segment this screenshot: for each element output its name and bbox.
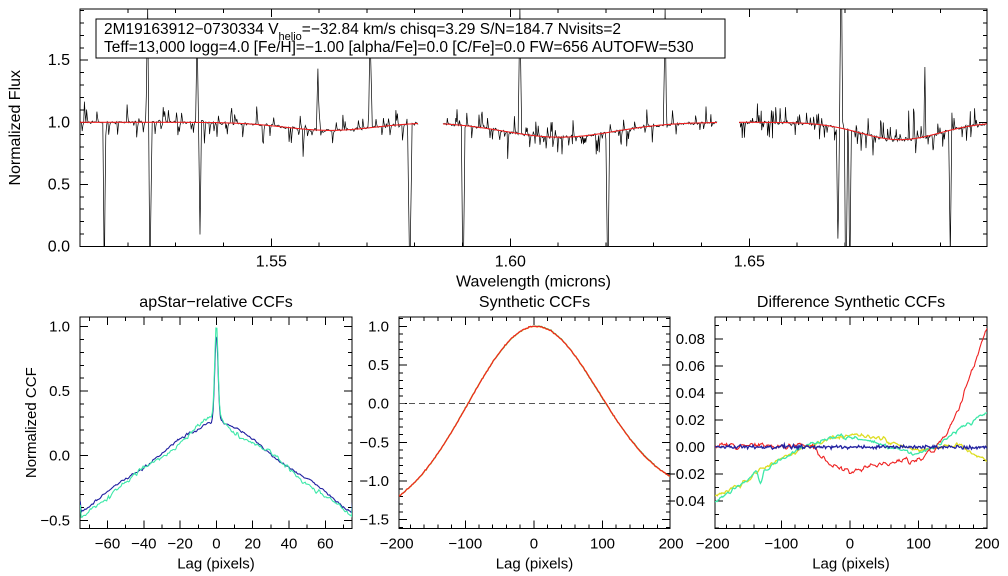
svg-text:20: 20 bbox=[244, 535, 261, 552]
svg-text:1.60: 1.60 bbox=[495, 254, 526, 271]
svg-text:1.0: 1.0 bbox=[368, 318, 389, 335]
svg-text:−1.0: −1.0 bbox=[359, 473, 389, 490]
svg-text:−0.5: −0.5 bbox=[40, 512, 70, 529]
svg-text:−0.5: −0.5 bbox=[359, 434, 389, 451]
svg-text:−60: −60 bbox=[95, 535, 120, 552]
svg-text:Lag (pixels): Lag (pixels) bbox=[177, 555, 255, 572]
svg-text:0: 0 bbox=[846, 535, 854, 552]
svg-text:200: 200 bbox=[659, 535, 684, 552]
svg-text:1.55: 1.55 bbox=[256, 254, 287, 271]
svg-text:1.65: 1.65 bbox=[734, 254, 765, 271]
svg-text:−100: −100 bbox=[764, 535, 798, 552]
svg-text:0.0: 0.0 bbox=[368, 396, 389, 413]
svg-text:−0.02: −0.02 bbox=[667, 466, 705, 483]
svg-text:0.5: 0.5 bbox=[48, 176, 70, 193]
svg-text:0.5: 0.5 bbox=[368, 357, 389, 374]
svg-text:−1.5: −1.5 bbox=[359, 512, 389, 529]
svg-text:−0.04: −0.04 bbox=[667, 493, 705, 510]
svg-text:0.00: 0.00 bbox=[676, 439, 705, 456]
svg-text:0.5: 0.5 bbox=[49, 383, 70, 400]
svg-text:−20: −20 bbox=[167, 535, 192, 552]
svg-text:0: 0 bbox=[530, 535, 538, 552]
svg-text:60: 60 bbox=[317, 535, 334, 552]
svg-text:0.0: 0.0 bbox=[49, 448, 70, 465]
svg-text:0.04: 0.04 bbox=[676, 385, 705, 402]
svg-text:apStar−relative CCFs: apStar−relative CCFs bbox=[139, 294, 292, 311]
svg-text:Lag (pixels): Lag (pixels) bbox=[496, 555, 574, 572]
svg-text:0.06: 0.06 bbox=[676, 358, 705, 375]
svg-text:Normalized Flux: Normalized Flux bbox=[7, 70, 24, 186]
svg-text:Lag (pixels): Lag (pixels) bbox=[812, 555, 890, 572]
svg-text:1.0: 1.0 bbox=[48, 114, 70, 131]
svg-text:−100: −100 bbox=[448, 535, 482, 552]
svg-text:40: 40 bbox=[281, 535, 298, 552]
svg-text:Synthetic CCFs: Synthetic CCFs bbox=[479, 294, 590, 311]
svg-text:200: 200 bbox=[975, 535, 1000, 552]
svg-text:0.08: 0.08 bbox=[676, 331, 705, 348]
svg-text:0: 0 bbox=[212, 535, 220, 552]
svg-text:−200: −200 bbox=[380, 535, 414, 552]
svg-text:Teff=13,000 logg=4.0 [Fe/H]=−1: Teff=13,000 logg=4.0 [Fe/H]=−1.00 [alpha… bbox=[104, 39, 694, 56]
svg-text:100: 100 bbox=[590, 535, 615, 552]
svg-text:−40: −40 bbox=[131, 535, 156, 552]
svg-text:−200: −200 bbox=[696, 535, 730, 552]
svg-text:1.0: 1.0 bbox=[49, 319, 70, 336]
svg-text:Normalized CCF: Normalized CCF bbox=[23, 367, 40, 478]
svg-text:0.0: 0.0 bbox=[48, 239, 70, 256]
svg-text:Difference Synthetic CCFs: Difference Synthetic CCFs bbox=[757, 294, 945, 311]
svg-text:100: 100 bbox=[906, 535, 931, 552]
svg-text:1.5: 1.5 bbox=[48, 52, 70, 69]
svg-text:0.02: 0.02 bbox=[676, 412, 705, 429]
svg-text:Wavelength (microns): Wavelength (microns) bbox=[456, 274, 611, 291]
